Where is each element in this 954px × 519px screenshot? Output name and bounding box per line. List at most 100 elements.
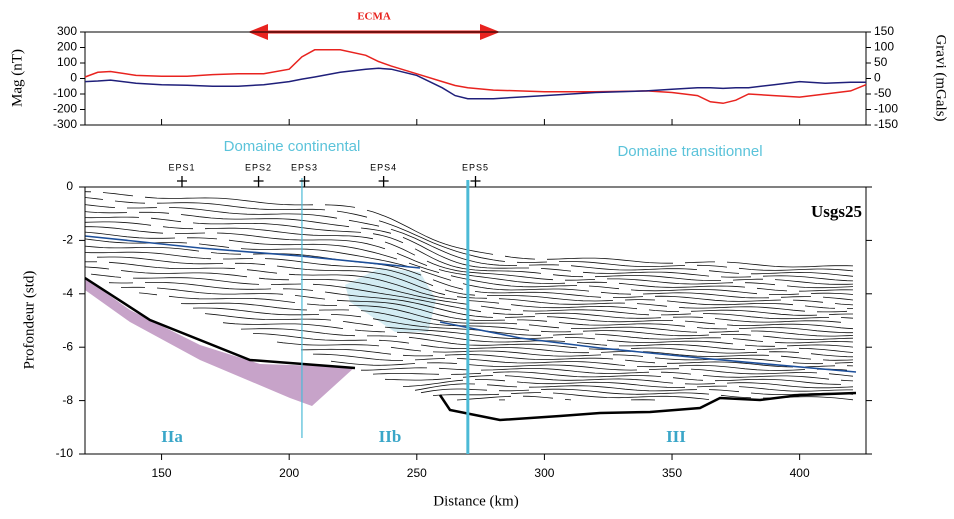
- blue-reflector: [439, 321, 857, 373]
- reflector: [144, 196, 314, 206]
- reflector: [708, 270, 740, 274]
- reflector: [618, 282, 746, 288]
- reflector: [798, 289, 854, 292]
- reflector: [696, 327, 727, 330]
- reflector: [402, 237, 529, 269]
- reflector: [822, 296, 854, 301]
- reflector: [565, 279, 596, 281]
- reflector: [540, 388, 710, 395]
- reflector: [306, 303, 338, 306]
- reflector: [516, 381, 686, 388]
- reflector: [240, 248, 410, 268]
- y2-tick-label: 50: [874, 55, 888, 69]
- reflector: [426, 362, 458, 364]
- reflector: [751, 330, 854, 337]
- station-cross: [253, 176, 264, 187]
- reflector: [570, 326, 698, 333]
- reflector: [762, 335, 854, 340]
- reflector: [522, 395, 554, 399]
- reflector: [84, 216, 140, 219]
- reflector: [204, 313, 332, 321]
- reflector: [475, 379, 506, 382]
- reflector: [624, 359, 656, 364]
- reflector: [330, 314, 362, 318]
- reflector: [582, 271, 710, 277]
- reflector: [114, 200, 146, 204]
- reflector: [348, 219, 380, 227]
- reflector: [504, 316, 536, 318]
- reflector: [612, 354, 644, 357]
- reflector: [792, 299, 824, 303]
- y-tick-label: -2: [62, 233, 73, 247]
- reflector: [714, 378, 842, 385]
- reflector: [450, 372, 482, 375]
- reflector: [762, 275, 854, 282]
- reflector: [84, 266, 110, 270]
- reflector: [780, 355, 812, 360]
- reflector: [85, 226, 164, 234]
- reflector: [642, 292, 770, 299]
- reflector: [180, 214, 350, 228]
- reflector: [420, 270, 452, 281]
- y-tick-label: -100: [53, 86, 77, 100]
- y2-tick-label: 0: [874, 71, 881, 85]
- reflector: [108, 261, 236, 270]
- reflector: [738, 327, 853, 334]
- overlays: [84, 24, 857, 422]
- reflector: [756, 348, 788, 350]
- reflector: [840, 317, 854, 319]
- reflector: [198, 243, 230, 248]
- reflector: [732, 338, 764, 342]
- reflector: [468, 364, 638, 371]
- reflector: [378, 339, 410, 344]
- reflector: [774, 341, 854, 344]
- unit-label: III: [666, 427, 686, 446]
- reflector: [666, 300, 794, 306]
- reflector: [168, 295, 296, 303]
- reflector: [456, 395, 512, 401]
- reflector: [600, 350, 631, 353]
- reflector: [751, 271, 854, 277]
- y-tick-label: -8: [62, 393, 73, 407]
- reflector: [228, 239, 398, 260]
- reflector: [132, 277, 260, 285]
- reflector: [360, 227, 392, 234]
- reflector: [672, 316, 704, 318]
- reflector: [570, 265, 698, 271]
- reflector: [703, 313, 830, 320]
- reflector: [360, 310, 530, 331]
- x-axis-title: Distance (km): [433, 493, 518, 509]
- station-label: EPS2: [245, 162, 272, 172]
- station-label: EPS5: [462, 162, 489, 172]
- reflector: [667, 361, 794, 368]
- reflector: [180, 302, 308, 311]
- annotation: ECMA: [357, 11, 391, 23]
- x-tick-label: 250: [407, 466, 427, 480]
- reflector: [438, 269, 566, 284]
- reflector: [444, 289, 476, 296]
- reflector: [336, 210, 368, 218]
- reflector: [816, 310, 848, 313]
- reflector: [456, 358, 626, 366]
- reflector: [390, 228, 517, 266]
- reflector: [444, 354, 614, 360]
- reflector: [414, 383, 476, 391]
- station-cross: [299, 176, 310, 187]
- reflector: [720, 333, 752, 336]
- reflector: [810, 353, 854, 358]
- reflector: [384, 241, 416, 256]
- reflector: [462, 283, 590, 292]
- y2-axis-title: Gravi (mGals): [933, 34, 949, 121]
- reflector: [600, 291, 632, 295]
- reflector: [840, 379, 854, 382]
- unit-label: IIb: [379, 427, 402, 446]
- reflector: [84, 251, 212, 260]
- reflector: [156, 202, 326, 211]
- reflector: [552, 274, 584, 278]
- reflector: [684, 383, 716, 385]
- reflector: [588, 285, 620, 290]
- reflector: [672, 377, 704, 381]
- y-axis-title: Mag (nT): [9, 49, 25, 107]
- reflector: [612, 296, 644, 298]
